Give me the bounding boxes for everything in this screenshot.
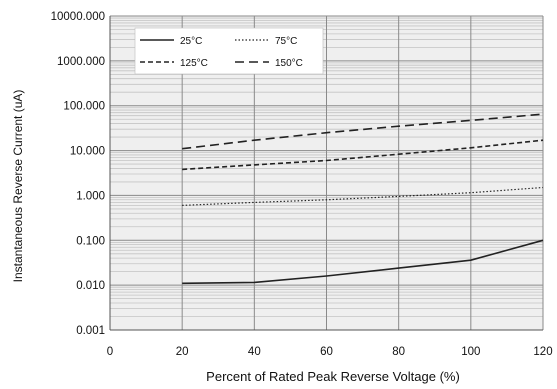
x-tick-label: 80 [392, 346, 405, 358]
y-tick-label: 1000.000 [57, 56, 105, 68]
y-tick-label: 10.000 [70, 146, 105, 158]
series-line-125Cc [182, 139, 544, 171]
y-tick-labels: 0.001 0.010 0.100 1.000 10.000 100.000 1000.00… [51, 11, 105, 337]
x-tick-label: 60 [320, 346, 333, 358]
grid-lines [109, 15, 544, 331]
y-tick-label: 0.001 [76, 325, 105, 337]
legend-box [134, 27, 324, 75]
x-tick-label: 40 [248, 346, 261, 358]
legend-label: 25°C [180, 36, 202, 47]
series-line-25Cc [182, 239, 544, 285]
data-series [182, 113, 544, 285]
x-tick-label: 20 [176, 346, 189, 358]
series-line-75Cc [182, 186, 544, 206]
y-tick-label: 1.000 [76, 190, 105, 202]
x-tick-labels: 0 20 40 60 80 100 120 [107, 346, 553, 358]
legend-label: 150°C [275, 58, 303, 69]
legend: 25°C 75°C 125°C 150°C [134, 27, 324, 75]
legend-label: 75°C [275, 36, 297, 47]
x-tick-label: 100 [461, 346, 480, 358]
x-tick-label: 0 [107, 346, 113, 358]
y-tick-label: 0.010 [76, 280, 105, 292]
y-tick-label: 100.000 [63, 101, 105, 113]
x-axis-title: Percent of Rated Peak Reverse Voltage (%… [206, 369, 460, 384]
y-tick-label: 10000.000 [51, 11, 105, 23]
series-line-150Cc [182, 113, 544, 150]
legend-label: 125°C [180, 58, 208, 69]
y-tick-label: 0.100 [76, 235, 105, 247]
x-tick-label: 120 [533, 346, 552, 358]
axes [109, 16, 543, 331]
y-axis-title: Instantaneous Reverse Current (uA) [11, 90, 25, 283]
